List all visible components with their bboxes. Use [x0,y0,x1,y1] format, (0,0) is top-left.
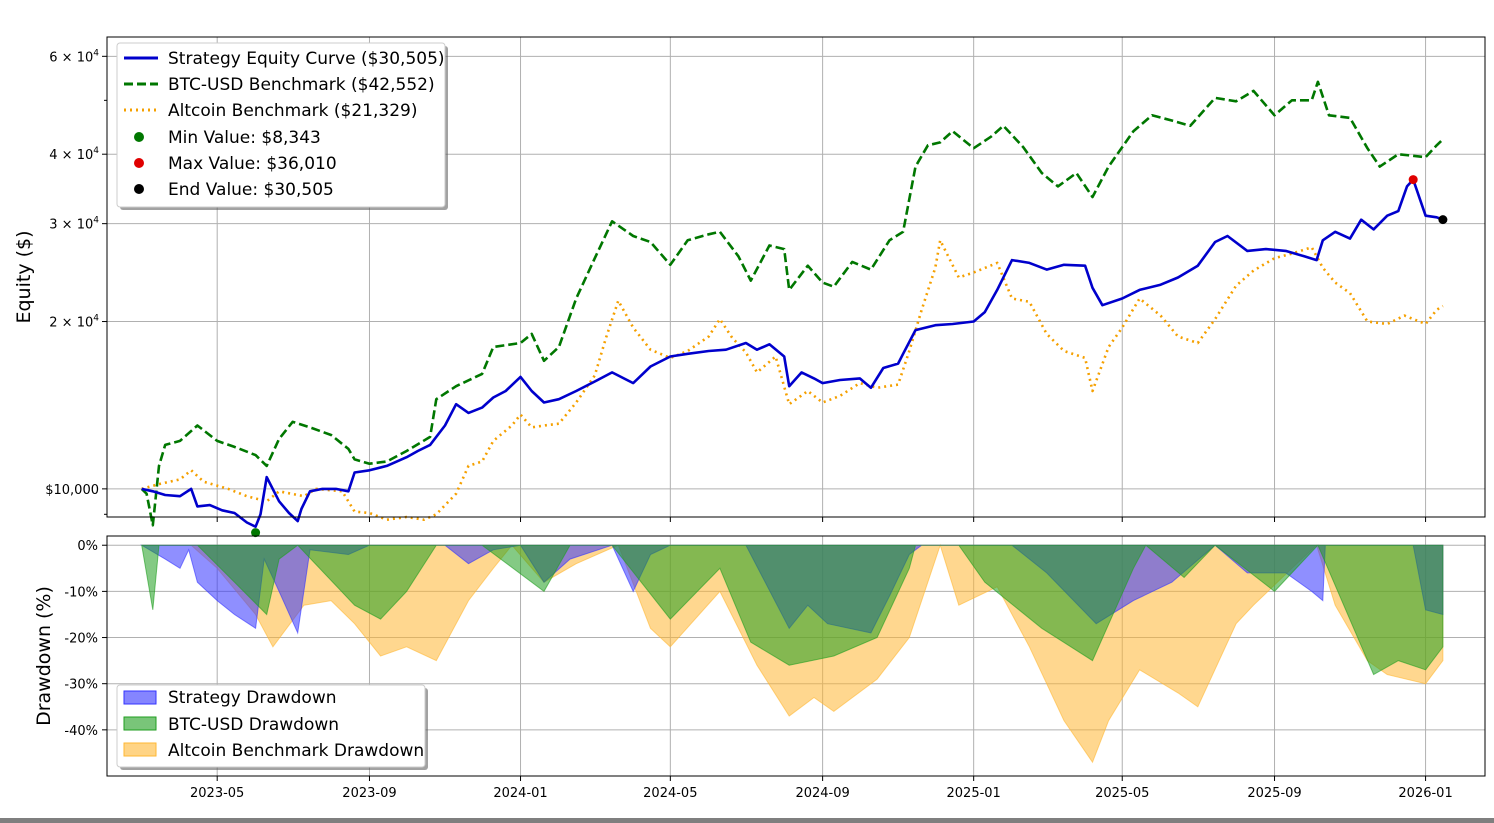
drawdown-y-axis-label: Drawdown (%) [33,586,55,726]
legend-btc-dd-swatch [123,716,157,731]
legend-end-label: End Value: $30,505 [168,180,334,200]
drawdown-y-tick-label: -10% [64,585,98,600]
end-value-marker [1438,215,1448,225]
drawdown-series [139,543,1444,764]
drawdown-y-tick-label: -20% [64,632,98,647]
legend-min-label: Min Value: $8,343 [168,128,321,148]
x-tick-label: 2023-09 [342,786,396,801]
x-tick-label: 2023-05 [190,786,244,801]
legend-altcoin-dd-swatch [123,742,157,757]
equity-y-tick-label: 6 × 104 [49,48,99,65]
min-value-marker [251,528,261,538]
equity-axes-frame [106,36,1486,518]
x-tick-label: 2024-09 [795,786,849,801]
legend-altcoin-label: Altcoin Benchmark ($21,329) [168,101,417,121]
equity-y-tick-label: 4 × 104 [49,146,99,163]
drawdown-x-ticks: 2023-05 2023-09 2024-01 2024-05 2024-09 2025-… [190,776,1453,801]
equity-series-strategy-line [141,178,1444,528]
equity-y-tick-label: 3 × 104 [49,216,99,233]
legend-strategy-dd-label: Strategy Drawdown [168,688,337,708]
legend-max-label: Max Value: $36,010 [168,154,337,174]
window-bottom-edge [0,818,1494,823]
legend-min-marker [134,132,144,142]
legend-strategy-label: Strategy Equity Curve ($30,505) [168,49,445,69]
x-tick-label: 2024-05 [643,786,697,801]
x-tick-label: 2024-01 [493,786,547,801]
max-value-marker [1408,175,1418,185]
x-tick-label: 2025-01 [947,786,1001,801]
drawdown-area-btc [141,544,1444,676]
drawdown-legend: Strategy Drawdown BTC-USD Drawdown Altco… [116,684,428,770]
legend-strategy-dd-swatch [123,690,157,705]
legend-altcoin-dd-label: Altcoin Benchmark Drawdown [168,741,424,761]
legend-btc-label: BTC-USD Benchmark ($42,552) [168,75,435,95]
legend-max-marker [134,158,144,168]
legend-end-marker [134,184,144,194]
drawdown-y-tick-label: -40% [64,724,98,739]
x-tick-label: 2026-01 [1398,786,1452,801]
drawdown-axes-frame [106,535,1486,777]
x-tick-label: 2025-09 [1247,786,1301,801]
x-tick-label: 2025-05 [1095,786,1149,801]
drawdown-y-ticks: 0% -10% -20% -30% -40% [64,539,107,739]
drawdown-y-tick-label: 0% [77,539,98,554]
equity-series-altcoin-line [141,239,1444,521]
equity-panel: $10,000 2 × 104 3 × 104 4 × 104 6 × 104 Equi… [13,36,1486,538]
drawdown-y-tick-label: -30% [64,678,98,693]
equity-markers [251,175,1448,538]
equity-y-ticks: $10,000 2 × 104 3 × 104 4 × 104 6 × 104 [45,48,1427,522]
equity-y-axis-label: Equity ($) [13,230,35,323]
equity-series [140,80,1444,528]
equity-legend: Strategy Equity Curve ($30,505) BTC-USD … [116,42,448,210]
equity-y-tick-label: 2 × 104 [49,314,99,331]
drawdown-panel: 0% -10% -20% -30% -40% 2023-05 2023-09 2024-01… [33,535,1486,801]
legend-btc-dd-label: BTC-USD Drawdown [168,715,339,735]
equity-y-tick-label: $10,000 [45,483,99,498]
equity-series-btc-line [140,80,1444,527]
